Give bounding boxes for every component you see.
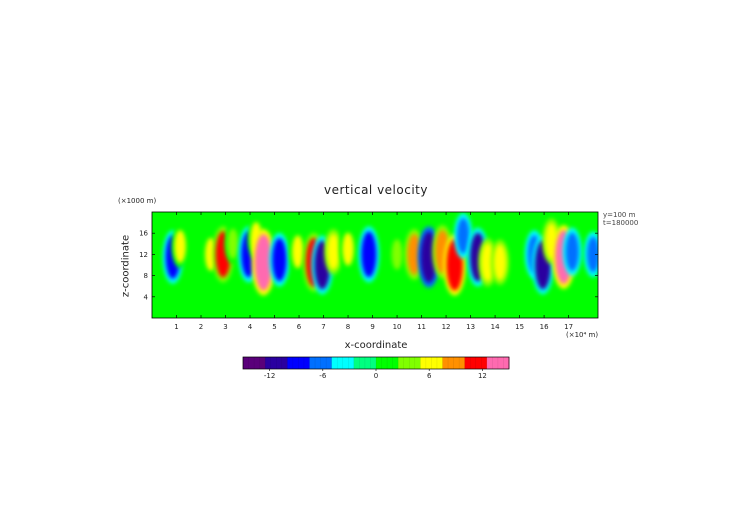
y-tick-label-1: 8: [144, 272, 148, 280]
x-tick-label-1: 2: [199, 323, 203, 331]
velocity-cell-7: [254, 234, 273, 291]
velocity-cell-9: [292, 235, 304, 269]
velocity-cell-29: [587, 236, 598, 273]
y-tick-label-2: 12: [139, 251, 148, 259]
velocity-cell-13: [342, 232, 354, 266]
colorbar-segment-4: [331, 357, 355, 369]
velocity-cell-1: [174, 229, 186, 263]
colorbar-segment-7: [398, 357, 421, 369]
colorbar-tick-label-1: -6: [319, 372, 327, 380]
x-tick-label-15: 16: [540, 323, 549, 331]
x-tick-label-11: 12: [442, 323, 451, 331]
x-tick-label-8: 9: [370, 323, 374, 331]
x-tick-label-9: 10: [393, 323, 402, 331]
velocity-cell-8: [272, 238, 287, 282]
x-tick-label-2: 3: [223, 323, 227, 331]
velocity-cell-4: [227, 228, 239, 259]
velocity-cell-20: [457, 218, 470, 254]
colorbar-tick-label-4: 12: [478, 372, 487, 380]
x-tick-label-4: 5: [272, 323, 276, 331]
colorbar-segment-10: [464, 357, 488, 369]
colorbar-segment-3: [309, 357, 333, 369]
velocity-cell-23: [493, 244, 507, 281]
x-axis-unit: (×10⁴ m): [566, 331, 599, 339]
x-tick-label-3: 4: [248, 323, 253, 331]
y-tick-label-0: 4: [144, 293, 149, 301]
colorbar-tick-label-3: 6: [427, 372, 432, 380]
colorbar-tick-label-0: -12: [264, 372, 275, 380]
colorbar-tick-label-2: 0: [374, 372, 378, 380]
x-tick-label-6: 7: [321, 323, 325, 331]
x-tick-label-5: 6: [297, 323, 302, 331]
colorbar-segment-0: [243, 357, 266, 369]
chart-title: vertical velocity: [324, 183, 428, 197]
colorbar-segment-9: [442, 357, 466, 369]
x-tick-label-16: 17: [564, 323, 573, 331]
colorbar-segment-2: [287, 357, 310, 369]
colorbar-segment-5: [353, 357, 377, 369]
x-tick-label-10: 11: [417, 323, 426, 331]
colorbar-segment-1: [265, 357, 288, 369]
x-tick-label-14: 15: [515, 323, 524, 331]
heatmap-cells: [162, 213, 598, 296]
x-tick-label-13: 14: [491, 323, 500, 331]
z-axis-unit: (×1000 m): [118, 197, 157, 205]
annotation-time: t=180000: [603, 219, 639, 227]
colorbar-segment-6: [376, 357, 399, 369]
x-axis-label: x-coordinate: [344, 340, 408, 351]
x-tick-label-0: 1: [174, 323, 178, 331]
velocity-cell-16: [407, 234, 422, 275]
y-tick-label-3: 16: [139, 230, 148, 238]
velocity-cell-28: [565, 232, 579, 271]
colorbar-segment-11: [486, 357, 510, 369]
x-tick-label-12: 13: [466, 323, 475, 331]
annotation-y-position: y=100 m: [603, 211, 636, 219]
velocity-cell-22: [481, 243, 495, 282]
plot-frame: [151, 211, 599, 319]
velocity-cell-12: [327, 233, 340, 270]
x-tick-label-7: 8: [346, 323, 350, 331]
velocity-cell-15: [391, 239, 403, 270]
velocity-cell-14: [361, 231, 377, 278]
colorbar-segment-8: [420, 357, 443, 369]
